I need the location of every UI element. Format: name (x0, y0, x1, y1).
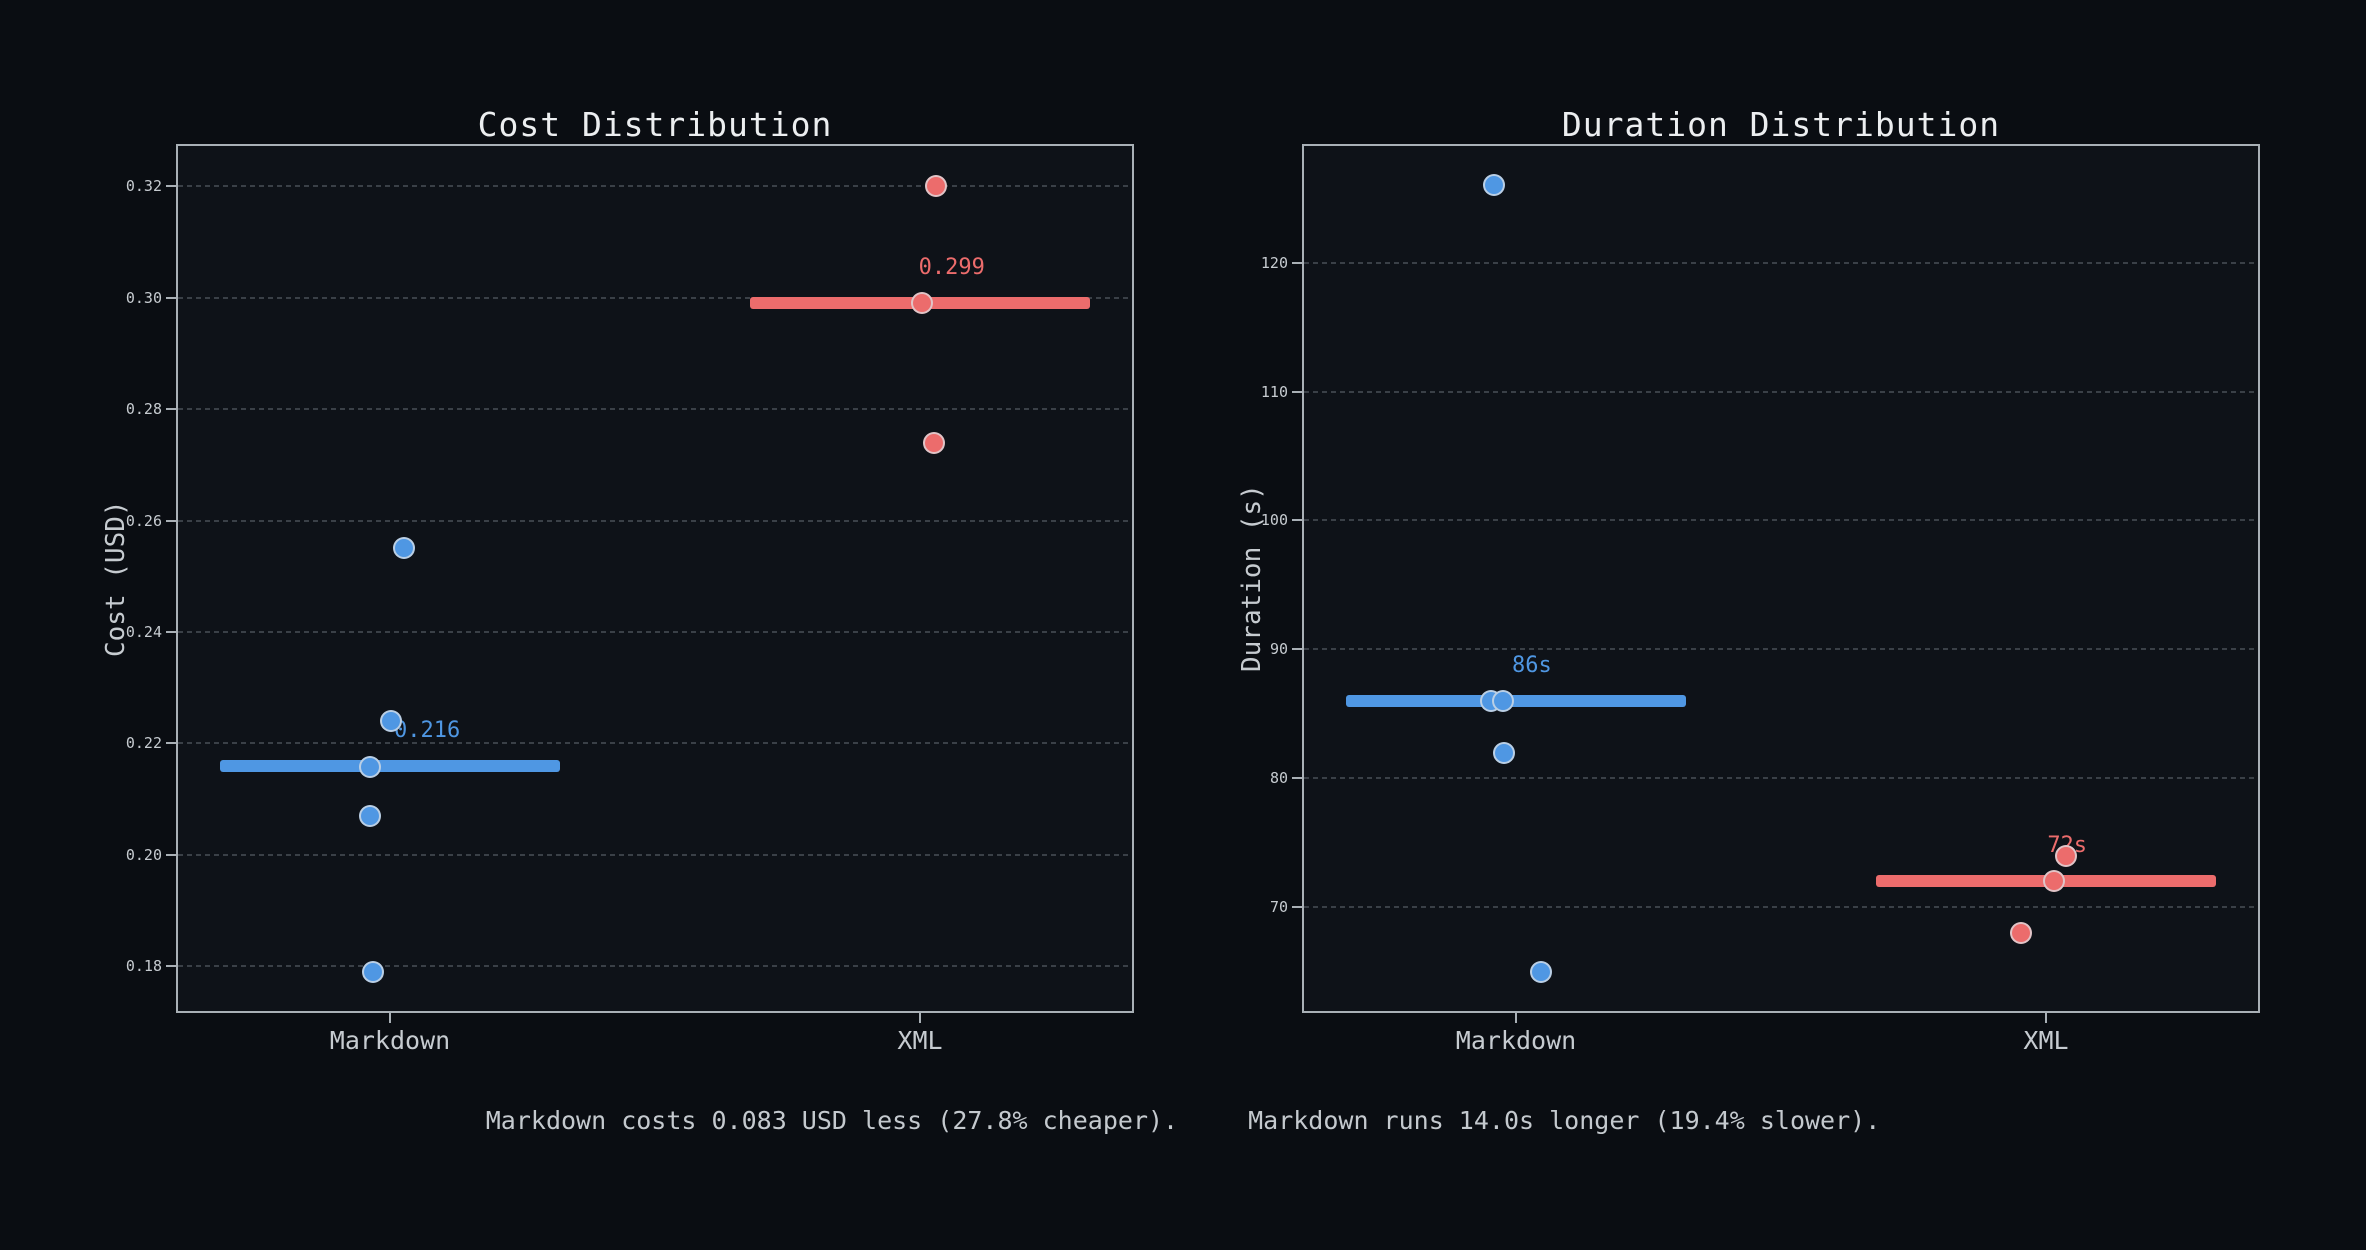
y-tick-mark (166, 631, 178, 633)
y-tick-mark (1292, 906, 1304, 909)
gridline (178, 185, 1132, 188)
data-point-xml (911, 292, 934, 315)
gridline (1304, 519, 2258, 522)
gridline (178, 408, 1132, 411)
y-tick-label: 0.24 (125, 623, 162, 641)
median-line-markdown (220, 759, 560, 772)
gridline (178, 742, 1132, 745)
y-tick-mark (1292, 390, 1304, 393)
axes-cost: 0.18 0.20 0.22 0.24 0.26 0.28 0.30 0.32 Markdown… (126, 144, 1134, 1055)
y-tick-label: 0.18 (125, 957, 162, 976)
y-tick-label: 0.30 (125, 288, 162, 307)
median-label-xml: 0.299 (918, 255, 985, 281)
y-tick-mark (1292, 519, 1304, 522)
y-tick-mark (166, 742, 178, 745)
y-axis-label-duration: Duration (s) (1237, 484, 1267, 673)
data-point-markdown (359, 804, 382, 827)
gridline (1304, 906, 2258, 909)
y-tick-label: 0.28 (125, 400, 162, 419)
chart-title-duration: Duration Distribution (1561, 105, 2001, 144)
data-point-xml (2055, 844, 2078, 867)
x-tick-mark (1515, 1011, 1517, 1023)
data-point-xml (922, 431, 945, 454)
data-point-xml (2010, 922, 2033, 944)
axes-duration: 708090100110120MarkdownXML86s72s (1261, 144, 2260, 1055)
y-tick-label: 90 (1269, 640, 1288, 659)
summary-cost-text: Markdown costs 0.083 USD less (27.8% che… (485, 1106, 1179, 1135)
gridline (1304, 390, 2258, 393)
y-tick-label: 0.26 (125, 511, 162, 530)
data-point-markdown (362, 960, 385, 983)
data-point-markdown (1492, 689, 1515, 712)
gridline (1304, 777, 2258, 780)
gridline (178, 631, 1132, 633)
median-label-markdown: 0.216 (393, 717, 461, 743)
data-point-markdown (1529, 960, 1552, 983)
gridline (1304, 261, 2258, 264)
gridline (1304, 648, 2258, 651)
y-tick-label: 110 (1260, 382, 1288, 401)
y-tick-label: 0.20 (125, 845, 162, 864)
x-tick-label-xml: XML (2023, 1026, 2069, 1055)
gridline (178, 853, 1132, 856)
data-point-markdown (358, 756, 381, 779)
data-point-markdown (1482, 174, 1505, 197)
y-tick-label: 0.22 (125, 734, 162, 753)
gridline (178, 519, 1132, 522)
y-tick-mark (1292, 777, 1304, 780)
data-point-markdown (392, 537, 415, 560)
y-axis-label-cost: Cost (USD) (101, 500, 131, 657)
y-tick-mark (166, 408, 178, 411)
y-tick-mark (166, 185, 178, 188)
data-point-xml (2042, 870, 2065, 893)
y-tick-mark (166, 519, 178, 522)
x-tick-mark (389, 1011, 391, 1023)
x-tick-label-markdown: Markdown (329, 1026, 451, 1055)
y-tick-mark (1292, 648, 1304, 651)
median-label-markdown: 86s (1512, 652, 1552, 678)
gridline (178, 965, 1132, 968)
summary-row: Markdown costs 0.083 USD less (27.8% che… (0, 1106, 2366, 1140)
y-tick-label: 80 (1269, 769, 1288, 788)
y-tick-mark (1292, 261, 1304, 264)
y-tick-label: 0.32 (125, 177, 162, 196)
data-point-markdown (379, 710, 402, 733)
chart-title-cost: Cost Distribution (477, 105, 833, 144)
x-tick-mark (2045, 1011, 2047, 1023)
y-tick-mark (166, 296, 178, 299)
data-point-xml (924, 175, 947, 198)
median-line-markdown (1346, 694, 1686, 707)
y-tick-label: 120 (1260, 253, 1288, 272)
x-tick-mark (919, 1011, 921, 1023)
y-tick-label: 100 (1260, 511, 1288, 530)
x-tick-label-xml: XML (897, 1026, 943, 1055)
gridline (178, 296, 1132, 299)
y-tick-label: 70 (1269, 898, 1288, 917)
y-tick-mark (166, 853, 178, 856)
x-tick-label-markdown: Markdown (1455, 1026, 1577, 1055)
data-point-markdown (1492, 741, 1515, 764)
y-tick-mark (166, 965, 178, 968)
summary-duration-text: Markdown runs 14.0s longer (19.4% slower… (1248, 1106, 1881, 1135)
